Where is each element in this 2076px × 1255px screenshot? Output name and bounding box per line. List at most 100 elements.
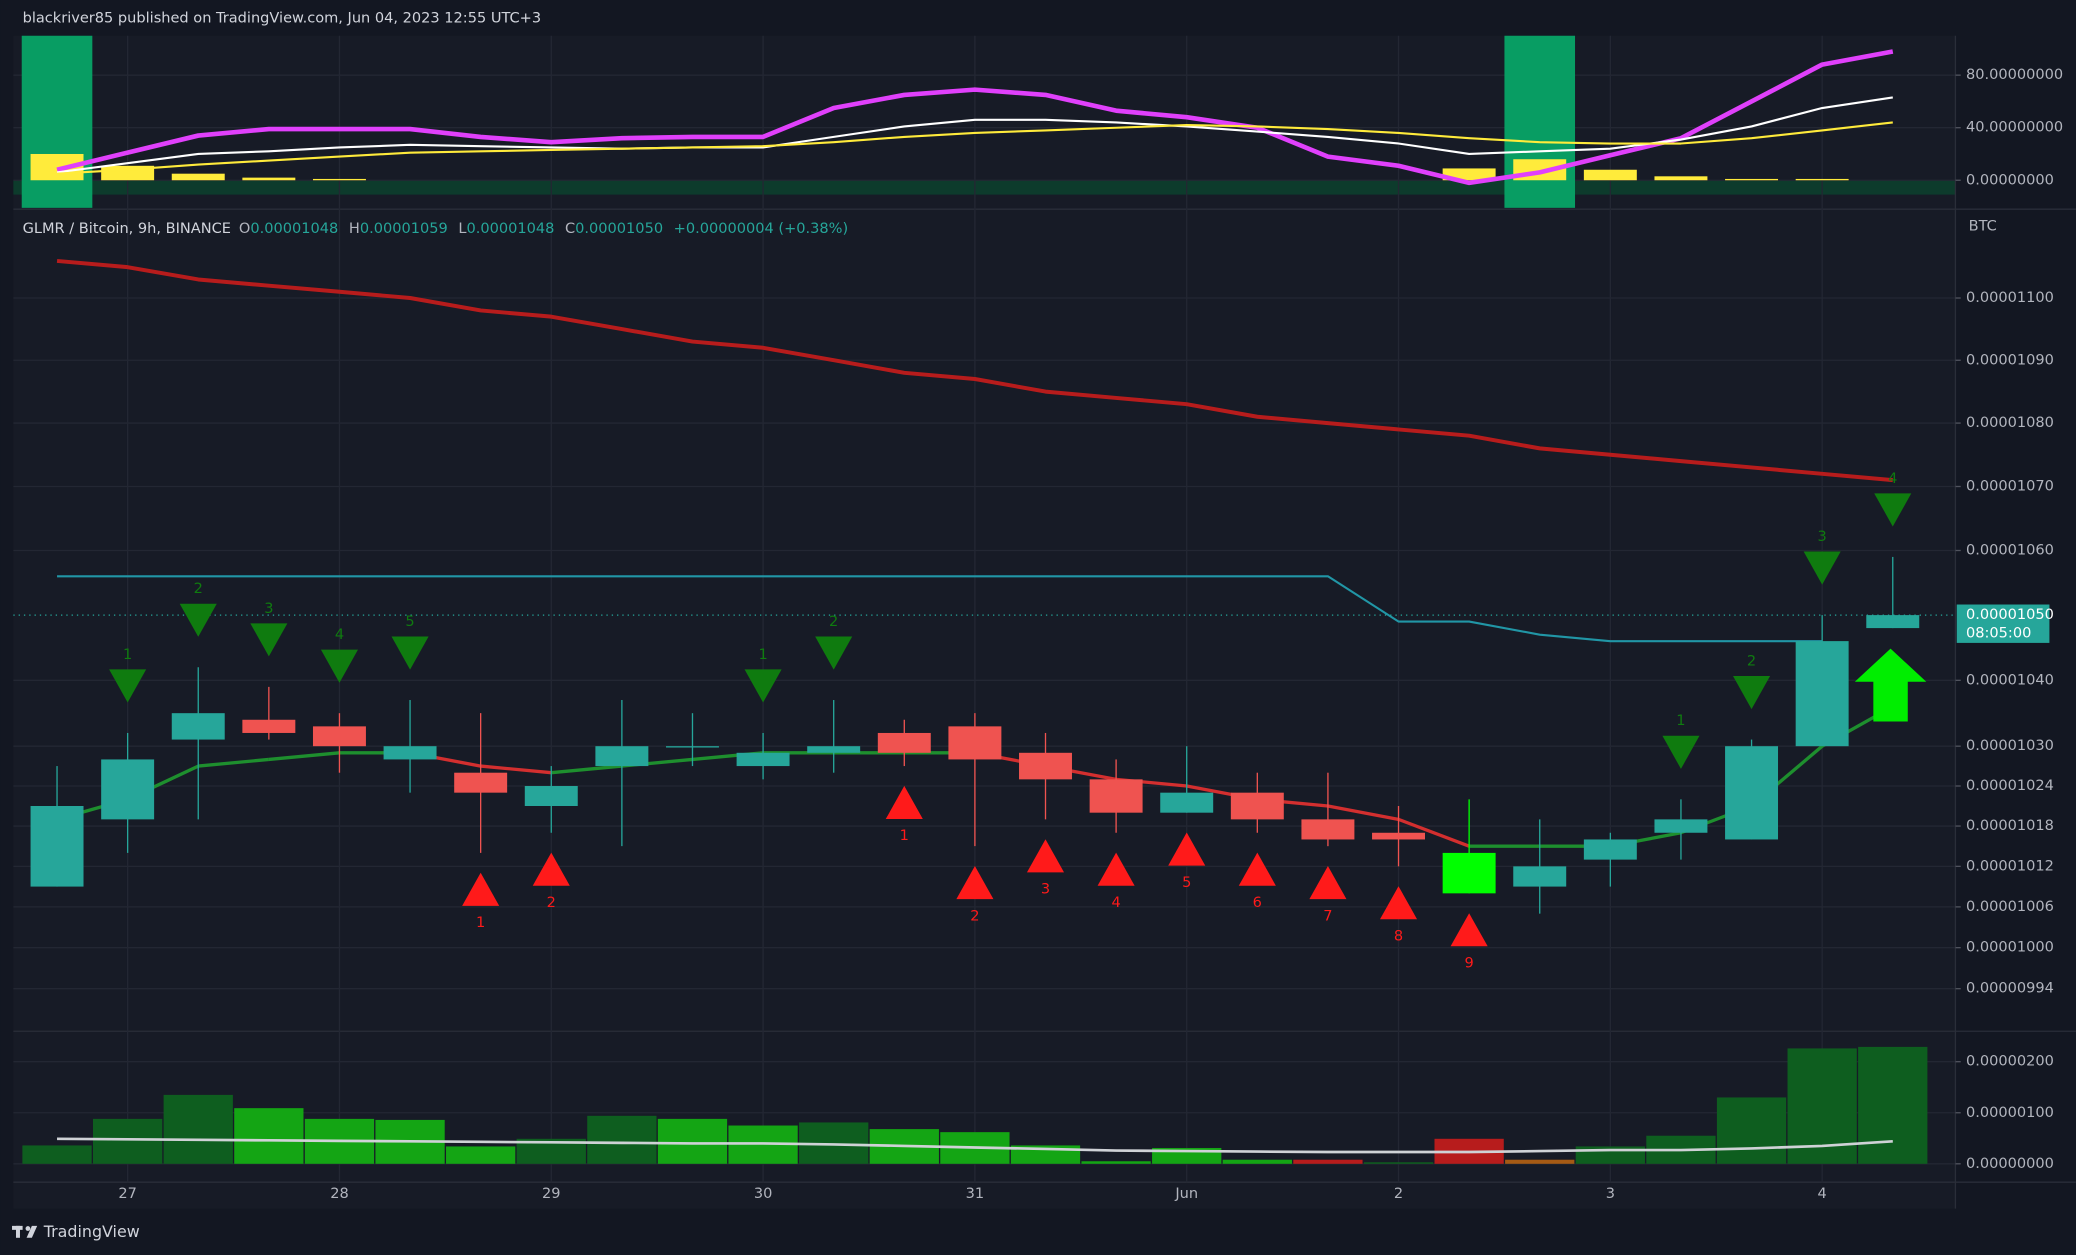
candle-body bbox=[171, 713, 225, 740]
buy-setup-count: 9 bbox=[1464, 955, 1473, 972]
histogram-bar bbox=[1654, 176, 1708, 181]
ohlc-label: L bbox=[458, 220, 467, 237]
trend-segment bbox=[480, 764, 552, 775]
indicator-line bbox=[56, 258, 1893, 483]
volume-ma-line bbox=[57, 1137, 1893, 1154]
y-tick-label: 0.00001018 bbox=[1966, 817, 2054, 834]
oscillator-line bbox=[56, 96, 1893, 174]
x-tick-label: 30 bbox=[754, 1185, 773, 1202]
sell-setup-marker bbox=[1874, 493, 1912, 527]
candle-body bbox=[1866, 615, 1920, 629]
sell-setup-count: 1 bbox=[1676, 712, 1685, 729]
buy-setup-marker bbox=[1309, 866, 1347, 900]
volume-bar bbox=[446, 1146, 516, 1164]
volume-bar bbox=[657, 1118, 728, 1164]
candle-body bbox=[1725, 746, 1779, 840]
volume-bar bbox=[22, 1145, 92, 1164]
y-tick-label: 0.00001030 bbox=[1966, 737, 2054, 754]
candle-body bbox=[1513, 866, 1567, 887]
ohlc-value: 0.00001048 bbox=[466, 220, 554, 237]
volume-bar bbox=[1081, 1161, 1151, 1164]
y-tick-label: 0.00001100 bbox=[1966, 289, 2054, 306]
histogram-bar bbox=[312, 178, 366, 181]
ohlc-value: 0.00001048 bbox=[250, 220, 338, 237]
sell-setup-marker bbox=[179, 603, 217, 637]
sell-setup-marker bbox=[1733, 676, 1771, 710]
ohlc-label: C bbox=[565, 220, 575, 237]
buy-setup-marker bbox=[885, 785, 923, 820]
y-tick-label: 0.00000100 bbox=[1966, 1104, 2054, 1121]
sell-setup-count: 4 bbox=[335, 626, 344, 643]
trend-segment bbox=[198, 757, 270, 768]
volume-bar bbox=[1858, 1046, 1928, 1164]
buy-setup-count: 6 bbox=[1253, 894, 1262, 911]
trend-segment bbox=[551, 764, 623, 775]
volume-bar bbox=[1363, 1162, 1434, 1164]
sell-setup-marker bbox=[109, 669, 147, 703]
sell-setup-marker bbox=[744, 669, 782, 703]
trend-segment bbox=[1397, 817, 1470, 848]
candle-body bbox=[1019, 752, 1072, 780]
buy-setup-marker bbox=[1097, 852, 1135, 886]
candle-body bbox=[1301, 819, 1355, 840]
symbol: GLMR / Bitcoin, 9h, BINANCE bbox=[23, 220, 231, 237]
sell-setup-count: 3 bbox=[264, 600, 273, 617]
candle-body bbox=[1795, 641, 1849, 747]
y-tick-label: 0.00000200 bbox=[1966, 1053, 2054, 1070]
sell-setup-marker bbox=[250, 623, 288, 657]
candle-body bbox=[736, 752, 790, 767]
last-price-label: 0.00001050 bbox=[1966, 606, 2054, 623]
candle-body bbox=[101, 759, 155, 820]
oscillator-zero-band bbox=[13, 180, 1956, 195]
y-tick-label: 0.00001000 bbox=[1966, 939, 2054, 956]
histogram-bar bbox=[1442, 168, 1496, 181]
y-tick-label: 80.00000000 bbox=[1966, 66, 2063, 83]
y-tick-label: 0.00000000 bbox=[1966, 171, 2054, 188]
candle-body bbox=[1160, 792, 1214, 813]
oscillator-line bbox=[56, 49, 1894, 186]
candle-body bbox=[1230, 792, 1284, 820]
buy-setup-marker bbox=[462, 872, 500, 906]
buy-setup-marker bbox=[1379, 886, 1418, 920]
sell-setup-count: 3 bbox=[1818, 528, 1827, 545]
x-tick-label: 31 bbox=[966, 1185, 985, 1202]
brand-logo bbox=[12, 1225, 38, 1238]
candle-body bbox=[383, 746, 437, 760]
candle-body bbox=[524, 786, 578, 807]
ohlc-value: 0.00001059 bbox=[360, 220, 448, 237]
y-tick-label: 0.00001090 bbox=[1966, 351, 2054, 368]
buy-setup-count: 3 bbox=[1041, 881, 1050, 898]
trend-segment bbox=[268, 751, 340, 762]
x-tick-label: 3 bbox=[1606, 1185, 1615, 1202]
x-tick-label: Jun bbox=[1174, 1185, 1198, 1202]
candle-body bbox=[1654, 819, 1708, 833]
candle-body bbox=[1442, 852, 1496, 894]
y-tick-label: 0.00001070 bbox=[1966, 477, 2054, 494]
change: +0.00000004 (+0.38%) bbox=[674, 220, 849, 237]
buy-setup-marker bbox=[1026, 839, 1065, 873]
countdown: 08:05:00 bbox=[1966, 625, 2031, 642]
y-tick-label: 0.00001060 bbox=[1966, 541, 2054, 558]
candle-body bbox=[948, 726, 1002, 760]
histogram-bar bbox=[242, 177, 296, 181]
y-tick-label: 0.00001080 bbox=[1966, 414, 2054, 431]
ohlc-value: 0.00001050 bbox=[575, 220, 663, 237]
layer: 27 28 29 30 31 Jun 2 3 40.0000000040.0000000080.… bbox=[13, 35, 2063, 1202]
volume-bar bbox=[1505, 1159, 1575, 1164]
sell-setup-count: 1 bbox=[123, 646, 132, 663]
y-tick-label: 0.00001024 bbox=[1966, 777, 2054, 794]
x-tick-label: 27 bbox=[118, 1185, 137, 1202]
volume-bar bbox=[587, 1115, 657, 1164]
y-tick-label: 0.00001040 bbox=[1966, 671, 2054, 688]
candle-body bbox=[877, 732, 931, 753]
axis-unit: BTC bbox=[1969, 217, 1997, 234]
histogram-bar bbox=[1583, 169, 1637, 181]
buy-setup-count: 5 bbox=[1182, 874, 1191, 891]
buy-setup-count: 1 bbox=[900, 827, 909, 844]
y-tick-label: 0.00000994 bbox=[1966, 980, 2054, 997]
chart-area bbox=[13, 35, 1956, 1209]
publisher: blackriver85 published on TradingView.co… bbox=[23, 10, 542, 27]
highlight-column bbox=[1504, 35, 1576, 208]
volume-bar bbox=[92, 1118, 163, 1164]
x-tick-label: 2 bbox=[1394, 1185, 1403, 1202]
